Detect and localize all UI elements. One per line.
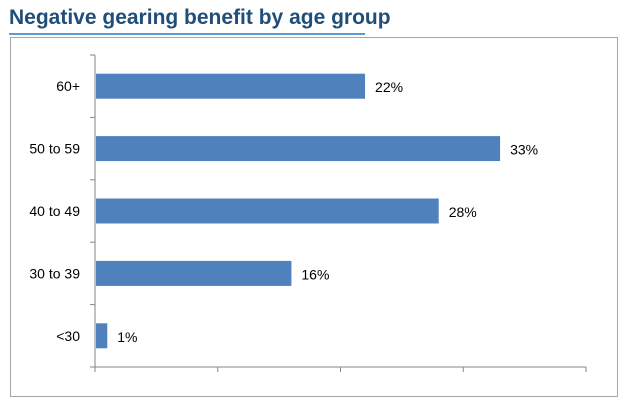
bar-30-to-39 <box>96 260 292 286</box>
category-label: 60+ <box>56 78 80 94</box>
bar-60- <box>96 73 366 99</box>
data-label: 22% <box>375 79 403 95</box>
bar-40-to-49 <box>96 198 439 224</box>
title-underline <box>9 33 365 35</box>
category-label: 30 to 39 <box>29 265 80 281</box>
category-label: <30 <box>56 328 80 344</box>
data-label: 1% <box>117 329 137 345</box>
data-label: 33% <box>510 142 538 158</box>
data-label: 28% <box>449 204 477 220</box>
category-label: 40 to 49 <box>29 203 80 219</box>
bar--30 <box>96 323 108 349</box>
chart-title: Negative gearing benefit by age group <box>9 6 391 29</box>
data-label: 16% <box>301 266 329 282</box>
category-label: 50 to 59 <box>29 141 80 157</box>
bar-50-to-59 <box>96 136 501 162</box>
